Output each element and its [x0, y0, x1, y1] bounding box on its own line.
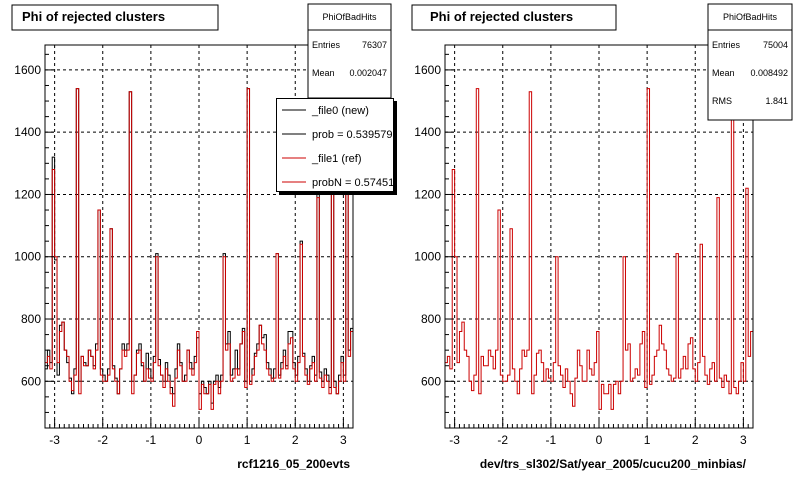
legend-entry-2: _file1 (ref) — [311, 153, 362, 165]
y-tick-label: 1000 — [14, 250, 41, 264]
y-tick-label: 600 — [421, 374, 441, 388]
stats-label-rms: RMS — [712, 96, 732, 106]
x-tick-label: -1 — [546, 433, 557, 447]
legend-box: _file0 (new) prob = 0.539579 _file1 (ref) p… — [276, 98, 400, 192]
stats-label-entries: Entries — [712, 40, 741, 50]
y-tick-label: 1600 — [14, 63, 41, 77]
legend-entry-3: probN = 0.574511 — [312, 177, 400, 189]
stats-value-mean: 0.008492 — [750, 68, 788, 78]
stats-value-mean: 0.002047 — [349, 68, 387, 78]
x-tick-label: -2 — [97, 433, 108, 447]
x-axis-label: dev/trs_sl302/Sat/year_2005/cucu200_minb… — [480, 457, 747, 471]
chart-title: Phi of rejected clusters — [22, 9, 165, 24]
y-tick-label: 1200 — [14, 187, 41, 201]
stats-box — [307, 3, 392, 99]
histogram-series-ref — [445, 63, 753, 410]
x-tick-label: 3 — [740, 433, 747, 447]
x-tick-label: 0 — [196, 433, 203, 447]
legend-entry-0: _file0 (new) — [311, 105, 369, 117]
stats-label-mean: Mean — [712, 68, 735, 78]
y-tick-label: 1600 — [414, 63, 441, 77]
title-box — [11, 4, 219, 31]
x-tick-label: -3 — [49, 433, 60, 447]
y-tick-label: 600 — [21, 374, 41, 388]
stats-value-rms: 1.841 — [765, 96, 788, 106]
y-tick-label: 800 — [21, 312, 41, 326]
y-tick-label: 1400 — [14, 125, 41, 139]
histogram-series--file1-ref- — [45, 63, 353, 410]
x-tick-label: 2 — [692, 433, 699, 447]
stats-box — [707, 3, 793, 121]
x-tick-label: -3 — [449, 433, 460, 447]
stats-title: PhiOfBadHits — [322, 12, 377, 22]
chart-title: Phi of rejected clusters — [430, 9, 573, 24]
stats-label-entries: Entries — [312, 40, 341, 50]
stats-label-mean: Mean — [312, 68, 335, 78]
left-histogram-panel: -3 -2 -1 0 1 2 3 600 800 1000 1200 1400 1600 rcf1216_… — [11, 3, 400, 471]
x-tick-label: -2 — [497, 433, 508, 447]
stats-value-entries: 76307 — [362, 40, 387, 50]
stats-value-entries: 75004 — [763, 40, 788, 50]
x-axis-label: rcf1216_05_200evts — [237, 457, 350, 471]
x-tick-label: 1 — [644, 433, 651, 447]
legend-entry-1: prob = 0.539579 — [312, 129, 392, 141]
title-box — [411, 4, 617, 31]
x-tick-label: 0 — [596, 433, 603, 447]
x-tick-label: 2 — [292, 433, 299, 447]
y-tick-label: 800 — [421, 312, 441, 326]
x-tick-label: -1 — [146, 433, 157, 447]
x-tick-label: 3 — [340, 433, 347, 447]
stats-title: PhiOfBadHits — [723, 12, 778, 22]
legend-frame — [276, 98, 394, 192]
right-histogram-panel: -3 -2 -1 0 1 2 3 600 800 1000 1200 1400 1600 dev/trs_… — [411, 3, 793, 471]
y-tick-label: 1200 — [414, 187, 441, 201]
y-tick-label: 1400 — [414, 125, 441, 139]
x-tick-label: 1 — [244, 433, 251, 447]
y-tick-label: 1000 — [414, 250, 441, 264]
